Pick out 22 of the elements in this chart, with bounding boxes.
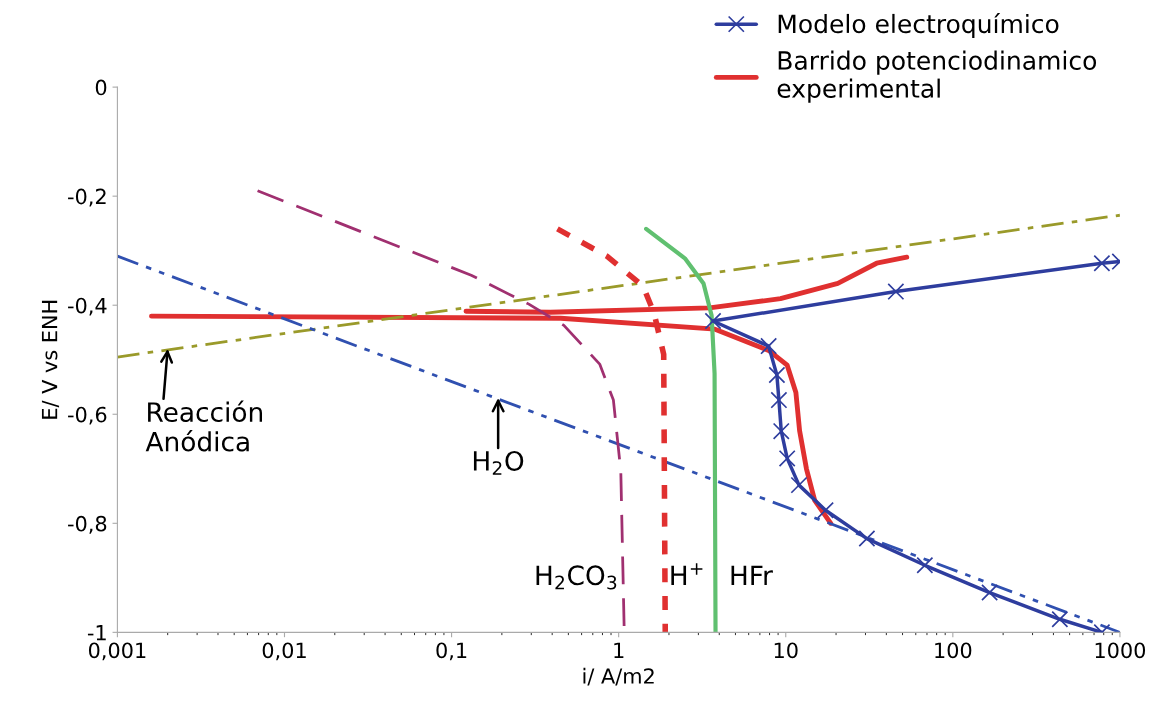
- annotation: H$_{2}$CO$_{3}$: [536, 565, 617, 590]
- annotation: H$_{2}$O: [473, 450, 524, 475]
- y-axis-title: E/ V vs ENH: [41, 300, 60, 419]
- y-tick-label: -0,6: [68, 406, 107, 425]
- legend-label: Modelo electroquímico: [778, 12, 1059, 39]
- y-tick-label: -0,4: [68, 297, 107, 316]
- x-tick-label: 1: [614, 642, 624, 658]
- x-tick-label: 100: [935, 642, 972, 659]
- y-tick-label: -0,2: [68, 188, 106, 207]
- x-tick-label: 1000: [1095, 642, 1146, 659]
- annotation: HFr: [731, 565, 773, 586]
- x-tick-label: 10: [774, 642, 798, 659]
- x-tick-label: 0,001: [88, 642, 146, 661]
- annotation: Reacción Anódica: [145, 400, 263, 452]
- x-axis-title: i/ A/m2: [583, 667, 654, 686]
- x-tick-label: 0,1: [436, 642, 467, 661]
- x-tick-label: 0,01: [262, 642, 306, 661]
- y-tick-label: -0,8: [68, 515, 107, 534]
- legend-label: Barrido potenciodinamico experimental: [777, 50, 1097, 103]
- y-tick-label: -1: [87, 625, 106, 641]
- y-tick-label: 0: [95, 79, 107, 96]
- annotation: H$^{+}$: [671, 563, 703, 585]
